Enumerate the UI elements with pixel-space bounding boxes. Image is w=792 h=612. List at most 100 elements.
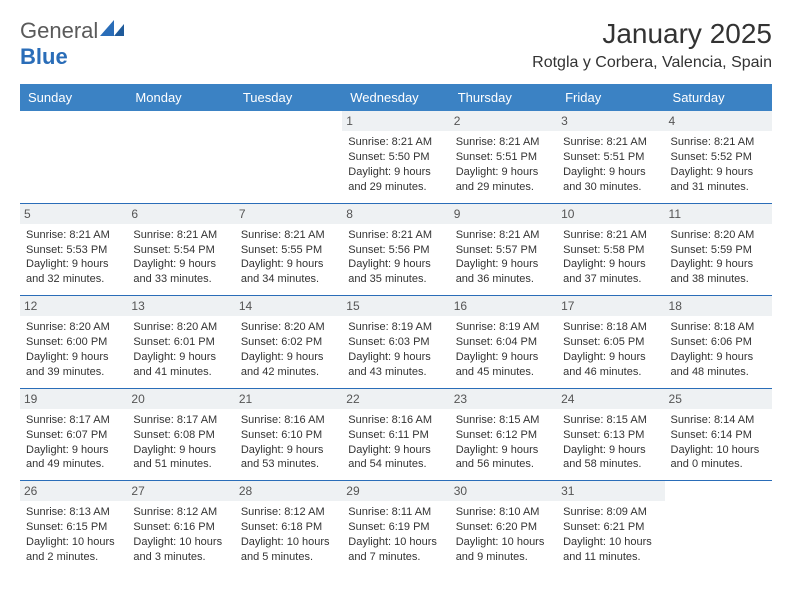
- daylight-text: and 5 minutes.: [241, 550, 336, 565]
- sunrise-text: Sunrise: 8:21 AM: [348, 135, 443, 150]
- daylight-text: Daylight: 9 hours: [348, 350, 443, 365]
- sunrise-text: Sunrise: 8:20 AM: [26, 320, 121, 335]
- calendar-cell: 1Sunrise: 8:21 AMSunset: 5:50 PMDaylight…: [342, 111, 449, 203]
- calendar-cell: 12Sunrise: 8:20 AMSunset: 6:00 PMDayligh…: [20, 296, 127, 389]
- daylight-text: Daylight: 9 hours: [456, 257, 551, 272]
- day-number: 20: [127, 389, 234, 409]
- calendar-cell: 20Sunrise: 8:17 AMSunset: 6:08 PMDayligh…: [127, 388, 234, 481]
- daylight-text: Daylight: 9 hours: [456, 165, 551, 180]
- daylight-text: Daylight: 9 hours: [348, 443, 443, 458]
- calendar-cell: 25Sunrise: 8:14 AMSunset: 6:14 PMDayligh…: [665, 388, 772, 481]
- sunset-text: Sunset: 5:57 PM: [456, 243, 551, 258]
- calendar-cell: 13Sunrise: 8:20 AMSunset: 6:01 PMDayligh…: [127, 296, 234, 389]
- sunrise-text: Sunrise: 8:21 AM: [26, 228, 121, 243]
- calendar-row: 5Sunrise: 8:21 AMSunset: 5:53 PMDaylight…: [20, 203, 772, 296]
- daylight-text: and 46 minutes.: [563, 365, 658, 380]
- calendar-cell: 24Sunrise: 8:15 AMSunset: 6:13 PMDayligh…: [557, 388, 664, 481]
- daylight-text: and 34 minutes.: [241, 272, 336, 287]
- calendar-row: 12Sunrise: 8:20 AMSunset: 6:00 PMDayligh…: [20, 296, 772, 389]
- sunset-text: Sunset: 5:51 PM: [563, 150, 658, 165]
- calendar-cell: 9Sunrise: 8:21 AMSunset: 5:57 PMDaylight…: [450, 203, 557, 296]
- sunrise-text: Sunrise: 8:21 AM: [348, 228, 443, 243]
- sunrise-text: Sunrise: 8:19 AM: [348, 320, 443, 335]
- sunrise-text: Sunrise: 8:21 AM: [456, 135, 551, 150]
- weekday-header: Sunday: [20, 84, 127, 111]
- daylight-text: Daylight: 10 hours: [671, 443, 766, 458]
- sunrise-text: Sunrise: 8:20 AM: [133, 320, 228, 335]
- sunrise-text: Sunrise: 8:21 AM: [241, 228, 336, 243]
- daylight-text: Daylight: 9 hours: [563, 257, 658, 272]
- sunrise-text: Sunrise: 8:11 AM: [348, 505, 443, 520]
- weekday-header: Monday: [127, 84, 234, 111]
- daylight-text: Daylight: 9 hours: [456, 443, 551, 458]
- daylight-text: Daylight: 9 hours: [133, 257, 228, 272]
- calendar-cell: 31Sunrise: 8:09 AMSunset: 6:21 PMDayligh…: [557, 481, 664, 573]
- weekday-header: Wednesday: [342, 84, 449, 111]
- weekday-header: Friday: [557, 84, 664, 111]
- title-block: January 2025 Rotgla y Corbera, Valencia,…: [532, 18, 772, 72]
- day-number: 2: [450, 111, 557, 131]
- sunset-text: Sunset: 6:04 PM: [456, 335, 551, 350]
- calendar-row: 26Sunrise: 8:13 AMSunset: 6:15 PMDayligh…: [20, 481, 772, 573]
- daylight-text: and 58 minutes.: [563, 457, 658, 472]
- day-number: 3: [557, 111, 664, 131]
- daylight-text: and 41 minutes.: [133, 365, 228, 380]
- day-number: 9: [450, 204, 557, 224]
- calendar-cell: 17Sunrise: 8:18 AMSunset: 6:05 PMDayligh…: [557, 296, 664, 389]
- day-number: 30: [450, 481, 557, 501]
- daylight-text: and 30 minutes.: [563, 180, 658, 195]
- sunrise-text: Sunrise: 8:15 AM: [456, 413, 551, 428]
- daylight-text: and 51 minutes.: [133, 457, 228, 472]
- day-number: 17: [557, 296, 664, 316]
- weekday-header: Thursday: [450, 84, 557, 111]
- day-number: 22: [342, 389, 449, 409]
- daylight-text: and 48 minutes.: [671, 365, 766, 380]
- daylight-text: Daylight: 9 hours: [456, 350, 551, 365]
- sunrise-text: Sunrise: 8:17 AM: [133, 413, 228, 428]
- daylight-text: and 2 minutes.: [26, 550, 121, 565]
- sunset-text: Sunset: 6:21 PM: [563, 520, 658, 535]
- sunrise-text: Sunrise: 8:14 AM: [671, 413, 766, 428]
- sunset-text: Sunset: 6:18 PM: [241, 520, 336, 535]
- daylight-text: and 33 minutes.: [133, 272, 228, 287]
- daylight-text: and 3 minutes.: [133, 550, 228, 565]
- sunset-text: Sunset: 6:06 PM: [671, 335, 766, 350]
- daylight-text: and 32 minutes.: [26, 272, 121, 287]
- day-number: 10: [557, 204, 664, 224]
- day-number: 29: [342, 481, 449, 501]
- page-title: January 2025: [532, 18, 772, 50]
- calendar-cell: 22Sunrise: 8:16 AMSunset: 6:11 PMDayligh…: [342, 388, 449, 481]
- daylight-text: and 31 minutes.: [671, 180, 766, 195]
- sunrise-text: Sunrise: 8:20 AM: [671, 228, 766, 243]
- location-text: Rotgla y Corbera, Valencia, Spain: [532, 54, 772, 72]
- day-number: 7: [235, 204, 342, 224]
- logo-text: General Blue: [20, 18, 128, 70]
- calendar-cell: 4Sunrise: 8:21 AMSunset: 5:52 PMDaylight…: [665, 111, 772, 203]
- day-number: 19: [20, 389, 127, 409]
- daylight-text: and 39 minutes.: [26, 365, 121, 380]
- daylight-text: and 0 minutes.: [671, 457, 766, 472]
- daylight-text: and 43 minutes.: [348, 365, 443, 380]
- sunrise-text: Sunrise: 8:16 AM: [348, 413, 443, 428]
- daylight-text: Daylight: 10 hours: [456, 535, 551, 550]
- calendar-cell: 15Sunrise: 8:19 AMSunset: 6:03 PMDayligh…: [342, 296, 449, 389]
- sunset-text: Sunset: 6:01 PM: [133, 335, 228, 350]
- daylight-text: Daylight: 10 hours: [563, 535, 658, 550]
- day-number: 26: [20, 481, 127, 501]
- daylight-text: Daylight: 9 hours: [241, 350, 336, 365]
- daylight-text: and 45 minutes.: [456, 365, 551, 380]
- sunset-text: Sunset: 5:58 PM: [563, 243, 658, 258]
- day-number: 18: [665, 296, 772, 316]
- calendar-cell: 27Sunrise: 8:12 AMSunset: 6:16 PMDayligh…: [127, 481, 234, 573]
- sunset-text: Sunset: 6:05 PM: [563, 335, 658, 350]
- daylight-text: and 29 minutes.: [456, 180, 551, 195]
- sunrise-text: Sunrise: 8:21 AM: [563, 135, 658, 150]
- calendar-header: Sunday Monday Tuesday Wednesday Thursday…: [20, 84, 772, 111]
- calendar-cell: 26Sunrise: 8:13 AMSunset: 6:15 PMDayligh…: [20, 481, 127, 573]
- day-number: 11: [665, 204, 772, 224]
- daylight-text: Daylight: 9 hours: [133, 443, 228, 458]
- daylight-text: Daylight: 9 hours: [348, 165, 443, 180]
- calendar-cell: 19Sunrise: 8:17 AMSunset: 6:07 PMDayligh…: [20, 388, 127, 481]
- day-number: 24: [557, 389, 664, 409]
- sunrise-text: Sunrise: 8:20 AM: [241, 320, 336, 335]
